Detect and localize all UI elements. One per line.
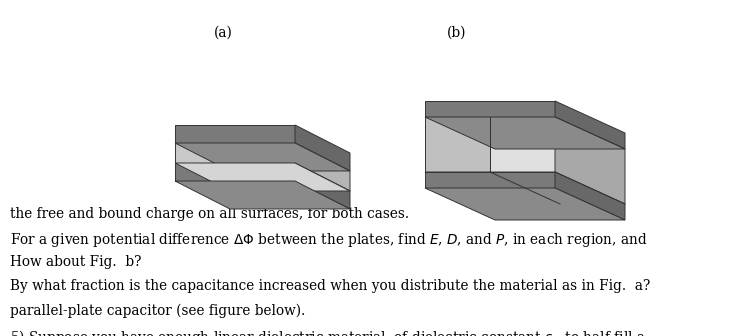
Polygon shape [425,117,625,149]
Polygon shape [175,143,295,163]
Text: For a given potential difference $\Delta\Phi$ between the plates, find $E$, $D$,: For a given potential difference $\Delta… [10,231,647,249]
Polygon shape [175,163,295,181]
Polygon shape [425,172,555,188]
Polygon shape [555,101,625,149]
Polygon shape [490,117,555,172]
Polygon shape [425,117,490,172]
Polygon shape [175,181,350,209]
Text: 5) Suppose you have enough linear dielectric material, of dielectric constant $\: 5) Suppose you have enough linear dielec… [10,328,645,336]
Polygon shape [425,188,625,220]
Text: By what fraction is the capacitance increased when you distribute the material a: By what fraction is the capacitance incr… [10,279,650,293]
Text: the free and bound charge on all surfaces, for both cases.: the free and bound charge on all surface… [10,207,409,221]
Polygon shape [555,172,625,220]
Text: (b): (b) [447,26,466,40]
Polygon shape [175,125,295,143]
Polygon shape [490,172,625,204]
Polygon shape [295,143,350,191]
Text: parallel-plate capacitor (see figure below).: parallel-plate capacitor (see figure bel… [10,303,305,318]
Polygon shape [295,163,350,209]
Polygon shape [425,101,555,117]
Polygon shape [555,117,625,204]
Polygon shape [425,172,560,204]
Text: How about Fig.  b?: How about Fig. b? [10,255,141,269]
Polygon shape [175,143,350,171]
Polygon shape [175,163,350,191]
Text: (a): (a) [213,26,232,40]
Polygon shape [295,125,350,171]
